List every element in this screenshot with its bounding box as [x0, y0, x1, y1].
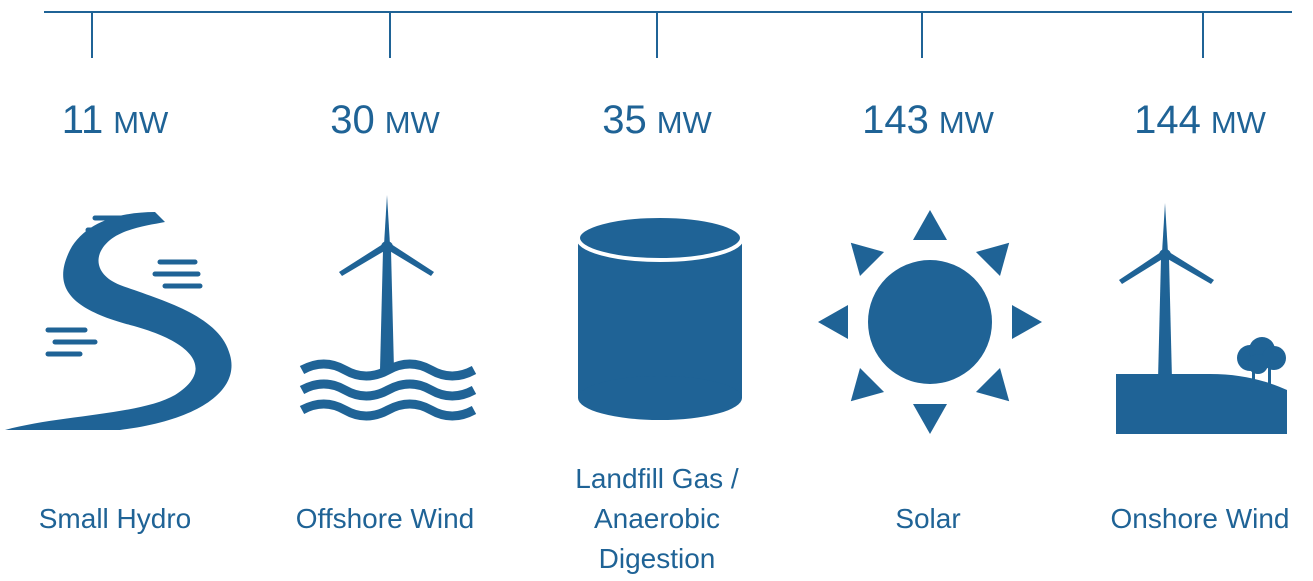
- blade: [384, 195, 390, 245]
- capacity-unit: MW: [113, 105, 169, 140]
- technology-label: Onshore Wind: [1080, 457, 1313, 581]
- hub: [381, 241, 393, 253]
- tower: [1158, 258, 1172, 380]
- technology-label: Small Hydro: [5, 457, 225, 581]
- offshore-wind-icon: [299, 195, 477, 421]
- timeline-ticks: [91, 12, 1204, 58]
- capacity-value: 30: [330, 98, 375, 142]
- technology-name: Small Hydro: [38, 503, 192, 534]
- technology-name: Onshore Wind: [1110, 503, 1290, 534]
- blade: [339, 244, 386, 276]
- blade: [1166, 252, 1214, 284]
- tank-icon: [576, 214, 744, 420]
- ground: [1116, 374, 1287, 434]
- sun-rays: [818, 210, 1042, 434]
- capacity-unit: MW: [1210, 105, 1266, 140]
- capacity: 11 MW: [0, 98, 245, 143]
- capacity-value: 35: [602, 98, 647, 142]
- sun-disc: [868, 260, 992, 384]
- trees: [1237, 337, 1286, 386]
- capacity-unit: MW: [384, 105, 440, 140]
- capacity: 30 MW: [255, 98, 515, 143]
- onshore-wind-icon: [1116, 203, 1287, 434]
- tank-top: [576, 214, 744, 262]
- technology-label: Solar: [818, 457, 1038, 581]
- technology-name: Landfill Gas / Anaerobic Digestion: [575, 463, 739, 574]
- flow-lines: [45, 215, 203, 357]
- capacity-value: 144: [1134, 98, 1201, 142]
- capacity: 143 MW: [798, 98, 1058, 143]
- technology-name: Solar: [895, 503, 961, 534]
- river: [5, 212, 232, 430]
- hub: [1159, 249, 1171, 261]
- capacity-unit: MW: [656, 105, 712, 140]
- icons: [5, 11, 1292, 434]
- sun-icon: [818, 210, 1042, 434]
- technology-label: Landfill Gas / Anaerobic Digestion: [547, 457, 767, 581]
- waves: [299, 359, 477, 421]
- capacity-value: 143: [862, 98, 929, 142]
- tank-bottom: [578, 376, 742, 420]
- blade: [1162, 203, 1168, 253]
- blade: [1119, 252, 1164, 284]
- capacity: 35 MW: [527, 98, 787, 143]
- tank-body: [578, 238, 742, 398]
- capacity-unit: MW: [938, 105, 994, 140]
- technology-label: Offshore Wind: [275, 457, 495, 581]
- tower: [380, 250, 394, 370]
- capacity: 144 MW: [1070, 98, 1313, 143]
- blade: [388, 244, 434, 276]
- technology-name: Offshore Wind: [295, 503, 475, 534]
- hydro-icon: [5, 212, 232, 430]
- capacity-value: 11: [61, 98, 104, 142]
